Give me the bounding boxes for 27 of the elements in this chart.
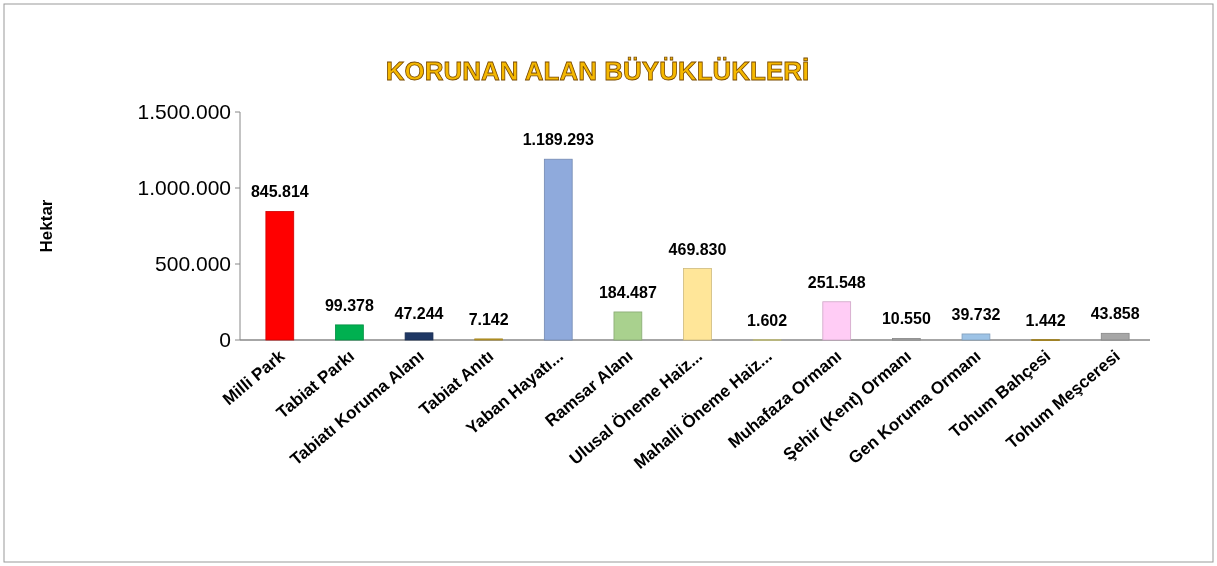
bar <box>822 301 852 341</box>
data-label: 99.378 <box>324 296 374 314</box>
bar <box>335 324 364 341</box>
data-label: 1.602 <box>747 311 788 329</box>
data-label: 1.189.293 <box>522 131 594 149</box>
y-axis-title: Hektar <box>37 199 56 253</box>
data-label: 7.142 <box>468 310 509 328</box>
bar <box>613 311 643 341</box>
chart-title: KORUNAN ALAN BÜYÜKLÜKLERİ <box>385 56 810 86</box>
data-label: 10.550 <box>881 310 931 328</box>
data-label: 251.548 <box>807 273 866 291</box>
data-label: 43.858 <box>1090 305 1140 323</box>
bar <box>265 211 295 341</box>
bar <box>683 268 712 341</box>
y-tick-label: 1.500.000 <box>137 100 231 124</box>
y-tick-label: 1.000.000 <box>137 176 231 200</box>
data-label: 845.814 <box>250 183 309 201</box>
data-label: 47.244 <box>394 304 444 322</box>
data-label: 469.830 <box>668 240 727 258</box>
data-label: 39.732 <box>951 305 1001 323</box>
data-label: 184.487 <box>598 283 657 301</box>
bar <box>543 158 573 341</box>
bar <box>961 333 991 341</box>
y-tick-label: 0 <box>219 328 231 352</box>
y-tick-label: 500.000 <box>155 252 231 276</box>
bar <box>404 332 434 341</box>
data-label: 1.442 <box>1025 311 1066 329</box>
